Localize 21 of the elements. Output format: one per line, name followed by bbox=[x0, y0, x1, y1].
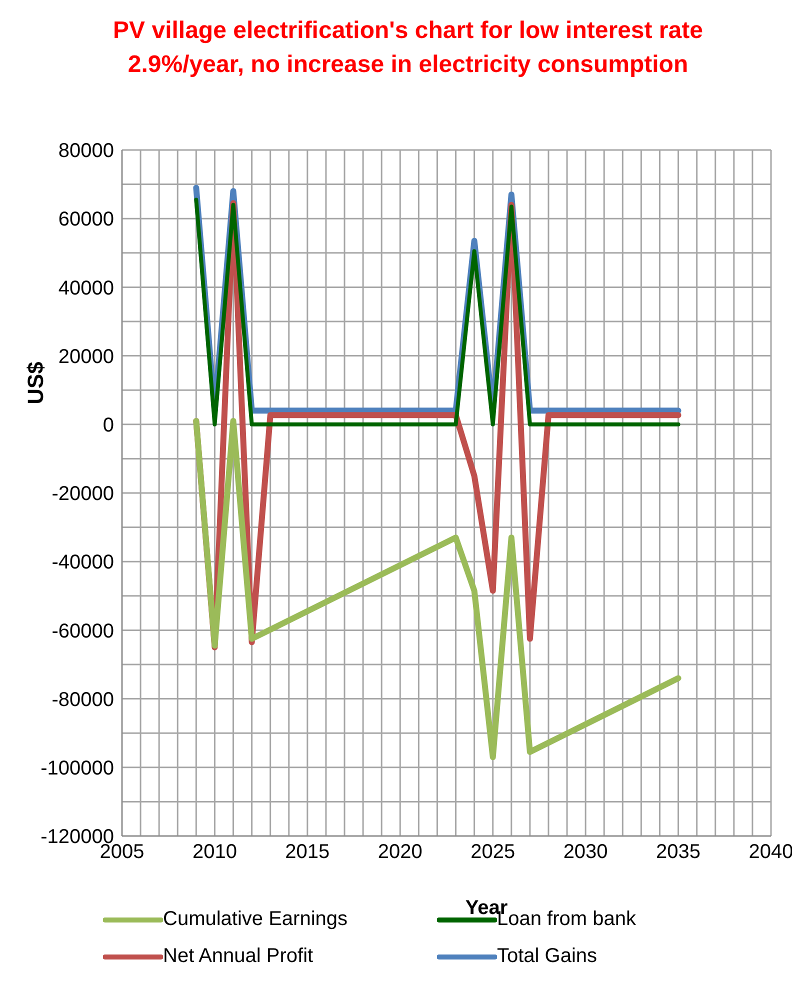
y-tick-label: -100000 bbox=[40, 758, 114, 780]
y-tick-label: -80000 bbox=[52, 688, 114, 711]
x-tick-label: 2030 bbox=[563, 841, 608, 864]
x-tick-label: 2010 bbox=[192, 841, 237, 864]
y-tick-label: 60000 bbox=[58, 208, 114, 231]
legend-label: Cumulative Earnings bbox=[163, 908, 348, 931]
y-tick-label: 80000 bbox=[58, 140, 114, 162]
y-tick-label: -40000 bbox=[52, 552, 114, 574]
y-tick-label: -60000 bbox=[52, 620, 114, 642]
x-tick-label: 2020 bbox=[378, 841, 422, 864]
y-tick-label: 20000 bbox=[58, 346, 114, 368]
x-tick-label: 2015 bbox=[285, 841, 330, 864]
legend-label: Total Gains bbox=[497, 945, 598, 968]
chart-title: PV village electrification's chart for low interest rate 2.9%/year, no increase in electricity consumption bbox=[112, 16, 704, 80]
x-tick-label: 2035 bbox=[656, 841, 701, 864]
y-tick-label: 0 bbox=[102, 414, 114, 436]
x-tick-label: 2025 bbox=[470, 841, 516, 864]
y-tick-label: 40000 bbox=[58, 277, 114, 300]
legend-label: Net Annual Profit bbox=[163, 945, 314, 968]
y-axis-title: US$ bbox=[22, 362, 48, 404]
y-tick-label: -20000 bbox=[52, 483, 114, 506]
